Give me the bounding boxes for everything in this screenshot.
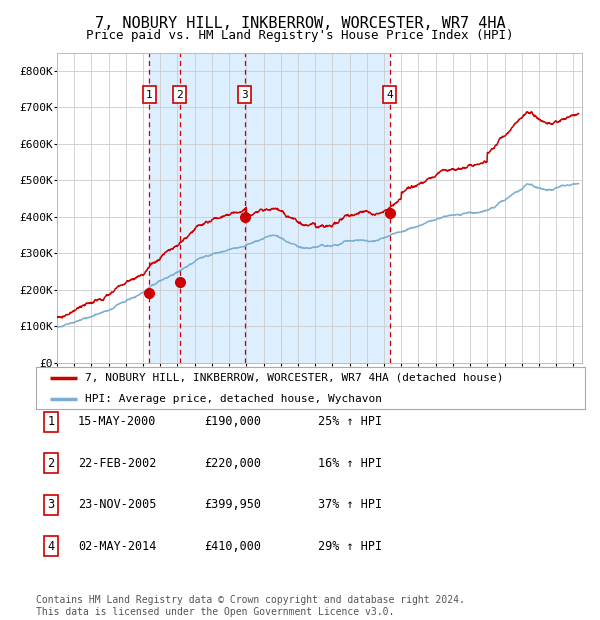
Bar [245,53,390,363]
Text: 7, NOBURY HILL, INKBERROW, WORCESTER, WR7 4HA: 7, NOBURY HILL, INKBERROW, WORCESTER, WR… [95,16,505,30]
Text: 4: 4 [47,540,55,552]
Bar [149,53,180,363]
Text: 1: 1 [47,415,55,428]
Text: £410,000: £410,000 [204,540,261,552]
Text: HPI: Average price, detached house, Wychavon: HPI: Average price, detached house, Wych… [85,394,382,404]
Text: 7, NOBURY HILL, INKBERROW, WORCESTER, WR7 4HA (detached house): 7, NOBURY HILL, INKBERROW, WORCESTER, WR… [85,373,504,383]
Text: 15-MAY-2000: 15-MAY-2000 [78,415,157,428]
Text: 1: 1 [146,89,153,100]
Text: 25% ↑ HPI: 25% ↑ HPI [318,415,382,428]
Text: 22-FEB-2002: 22-FEB-2002 [78,457,157,469]
Text: 02-MAY-2014: 02-MAY-2014 [78,540,157,552]
Text: £190,000: £190,000 [204,415,261,428]
Bar [180,53,245,363]
Text: 4: 4 [386,89,393,100]
Text: Price paid vs. HM Land Registry's House Price Index (HPI): Price paid vs. HM Land Registry's House … [86,29,514,42]
Text: 37% ↑ HPI: 37% ↑ HPI [318,498,382,511]
Text: £220,000: £220,000 [204,457,261,469]
Text: £399,950: £399,950 [204,498,261,511]
Text: 2: 2 [47,457,55,469]
Text: 16% ↑ HPI: 16% ↑ HPI [318,457,382,469]
Text: 23-NOV-2005: 23-NOV-2005 [78,498,157,511]
Text: 29% ↑ HPI: 29% ↑ HPI [318,540,382,552]
Text: 3: 3 [241,89,248,100]
Text: Contains HM Land Registry data © Crown copyright and database right 2024.
This d: Contains HM Land Registry data © Crown c… [36,595,465,617]
Text: 2: 2 [176,89,183,100]
Text: 3: 3 [47,498,55,511]
